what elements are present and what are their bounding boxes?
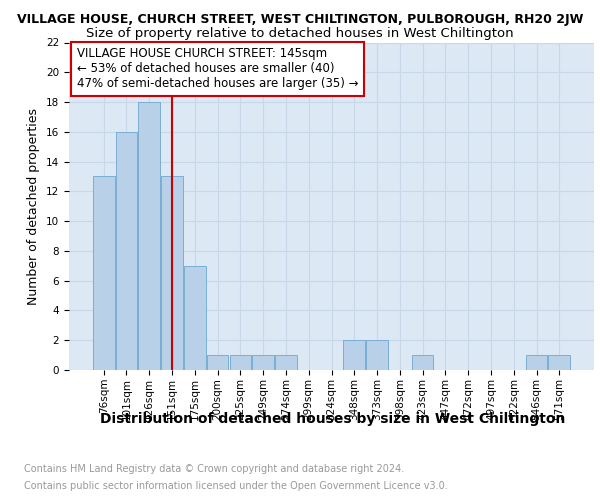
Bar	[230, 355, 251, 370]
Text: Contains HM Land Registry data © Crown copyright and database right 2024.: Contains HM Land Registry data © Crown c…	[24, 464, 404, 474]
Bar	[139, 102, 160, 370]
Text: Contains public sector information licensed under the Open Government Licence v3: Contains public sector information licen…	[24, 481, 448, 491]
Bar	[253, 355, 274, 370]
Bar	[93, 176, 115, 370]
Text: Size of property relative to detached houses in West Chiltington: Size of property relative to detached ho…	[86, 28, 514, 40]
Bar	[366, 340, 388, 370]
Bar	[116, 132, 137, 370]
Bar	[548, 355, 570, 370]
Text: Distribution of detached houses by size in West Chiltington: Distribution of detached houses by size …	[100, 412, 566, 426]
Text: VILLAGE HOUSE, CHURCH STREET, WEST CHILTINGTON, PULBOROUGH, RH20 2JW: VILLAGE HOUSE, CHURCH STREET, WEST CHILT…	[17, 12, 583, 26]
Bar	[343, 340, 365, 370]
Bar	[161, 176, 183, 370]
Bar	[184, 266, 206, 370]
Bar	[207, 355, 229, 370]
Bar	[275, 355, 297, 370]
Bar	[412, 355, 433, 370]
Text: VILLAGE HOUSE CHURCH STREET: 145sqm
← 53% of detached houses are smaller (40)
47: VILLAGE HOUSE CHURCH STREET: 145sqm ← 53…	[77, 48, 358, 90]
Y-axis label: Number of detached properties: Number of detached properties	[28, 108, 40, 304]
Bar	[526, 355, 547, 370]
